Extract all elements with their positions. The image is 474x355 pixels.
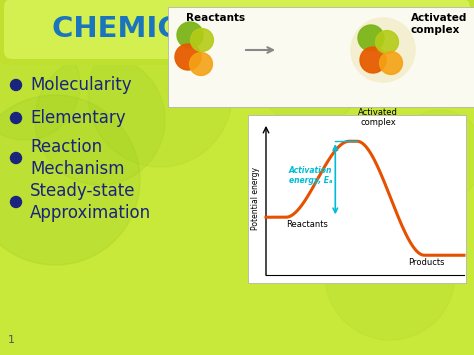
Circle shape — [35, 55, 165, 185]
Circle shape — [10, 113, 21, 124]
Text: Elementary: Elementary — [30, 109, 126, 127]
Circle shape — [380, 51, 402, 75]
Text: Reactants: Reactants — [186, 13, 246, 23]
Circle shape — [191, 28, 213, 51]
Text: Products: Products — [408, 258, 444, 267]
Circle shape — [358, 25, 384, 51]
Text: Reaction
Mechanism: Reaction Mechanism — [30, 138, 125, 178]
Text: Molecularity: Molecularity — [30, 76, 132, 94]
FancyBboxPatch shape — [248, 115, 466, 283]
Text: 1: 1 — [8, 335, 15, 345]
Circle shape — [258, 23, 362, 127]
Circle shape — [375, 31, 399, 54]
Text: Activation
energy, Eₐ: Activation energy, Eₐ — [289, 165, 332, 185]
Circle shape — [0, 95, 140, 265]
Circle shape — [351, 18, 415, 82]
Circle shape — [360, 47, 386, 73]
Circle shape — [177, 22, 203, 48]
Circle shape — [10, 197, 21, 208]
FancyBboxPatch shape — [0, 0, 474, 65]
Circle shape — [190, 53, 212, 76]
Text: Potential energy: Potential energy — [252, 168, 261, 230]
Text: CHEMICAL KINETICS: 2: CHEMICAL KINETICS: 2 — [52, 15, 422, 43]
Circle shape — [395, 110, 474, 200]
Circle shape — [10, 153, 21, 164]
Circle shape — [325, 210, 455, 340]
Text: Steady-state
Approximation: Steady-state Approximation — [30, 182, 151, 222]
Circle shape — [175, 44, 201, 70]
Circle shape — [10, 80, 21, 91]
Circle shape — [88, 23, 232, 167]
Text: Activated
complex: Activated complex — [411, 13, 467, 34]
Circle shape — [0, 30, 80, 140]
FancyBboxPatch shape — [168, 7, 474, 107]
FancyBboxPatch shape — [4, 0, 470, 59]
Text: Reactants: Reactants — [286, 220, 328, 229]
Text: Activated
complex: Activated complex — [358, 108, 398, 127]
